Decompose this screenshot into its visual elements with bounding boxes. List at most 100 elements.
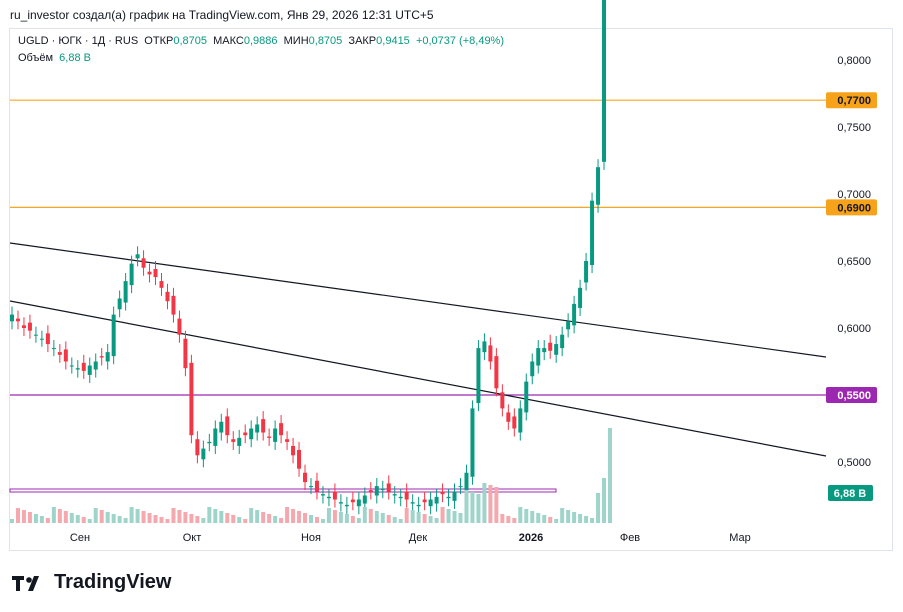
volume-bar xyxy=(297,511,302,523)
y-tick-label: 0,7500 xyxy=(837,122,871,134)
candle-body xyxy=(21,325,26,328)
volume-bar xyxy=(356,518,361,523)
candle-body xyxy=(362,495,367,504)
volume-bar xyxy=(590,518,595,523)
candle-body xyxy=(231,439,236,442)
candle-body xyxy=(249,428,254,440)
candle-body xyxy=(165,291,170,302)
legend-ohlc: UGLD · ЮГК · 1Д · RUS ОТКР0,8705 МАКС0,9… xyxy=(18,35,504,47)
candle-body xyxy=(33,334,38,336)
volume-bar xyxy=(428,516,433,523)
volume-bar xyxy=(446,509,451,523)
volume-bar xyxy=(111,514,116,523)
candle-body xyxy=(572,303,577,326)
volume-bar xyxy=(45,518,50,523)
candle-body xyxy=(338,502,343,504)
candle-body xyxy=(255,424,260,433)
candle-body xyxy=(141,258,146,268)
candle-body xyxy=(87,365,92,375)
volume-bar xyxy=(249,508,254,523)
candle-body xyxy=(153,269,158,278)
volume-bar xyxy=(273,516,278,523)
candle-body xyxy=(476,348,481,404)
volume-bar xyxy=(159,517,164,523)
candle-body xyxy=(374,486,379,496)
volume-bar xyxy=(135,509,140,523)
legend-open: 0,8705 xyxy=(173,35,207,47)
legend-high-label: МАКС xyxy=(213,35,244,47)
candle-body xyxy=(368,490,373,492)
candle-body xyxy=(584,261,589,283)
volume-bar xyxy=(578,514,583,523)
candle-body xyxy=(63,349,68,362)
candle-body xyxy=(105,352,110,362)
price-chart[interactable]: 0,5000 0,5500 0,6000 0,6500 0,7000 0,7500 0,80… xyxy=(0,0,903,560)
candle-body xyxy=(416,504,421,507)
volume-bar xyxy=(129,507,134,523)
volume-bar xyxy=(344,514,349,523)
volume-bar xyxy=(314,517,319,523)
x-tick-label: Сен xyxy=(70,532,90,544)
candle-body xyxy=(45,333,50,345)
candle-body xyxy=(273,428,278,442)
tradingview-logo-icon xyxy=(12,575,39,591)
candle-body xyxy=(602,0,607,162)
candle-body xyxy=(69,365,74,367)
level-tag-label: 0,7700 xyxy=(837,95,871,107)
volume-bar xyxy=(434,518,439,523)
candle-body xyxy=(51,348,56,350)
volume-bar xyxy=(291,509,296,523)
volume-bar xyxy=(416,512,421,523)
candle-body xyxy=(189,362,194,436)
volume-bar xyxy=(231,515,236,523)
x-tick-label: Мар xyxy=(729,532,751,544)
candle-body xyxy=(500,392,505,409)
volume-bar xyxy=(51,507,56,523)
candle-body xyxy=(135,254,140,259)
legend-close: 0,9415 xyxy=(376,35,410,47)
volume-bar xyxy=(320,519,325,523)
candle-body xyxy=(428,499,433,507)
volume-bar xyxy=(10,519,14,523)
support-band xyxy=(9,488,557,493)
y-tick-label: 0,8000 xyxy=(837,55,871,67)
volume-bar xyxy=(518,507,523,523)
candle-body xyxy=(512,416,517,429)
tradingview-logo[interactable]: TradingView xyxy=(12,571,171,594)
candle-body xyxy=(303,472,308,483)
candle-body xyxy=(225,416,230,436)
legend-volume-value: 6,88 B xyxy=(59,52,91,64)
candle-body xyxy=(219,421,224,433)
volume-bar xyxy=(560,508,565,523)
volume-bar xyxy=(243,519,248,523)
volume-bar xyxy=(147,513,152,523)
volume-tag-label: 6,88 B xyxy=(834,488,866,500)
volume-bar xyxy=(117,516,122,523)
volume-bar xyxy=(267,514,272,523)
y-tick-label: 0,6000 xyxy=(837,323,871,335)
candle-body xyxy=(207,441,212,444)
volume-bar xyxy=(75,515,80,523)
volume-bar xyxy=(201,518,206,523)
candle-body xyxy=(422,499,427,503)
candle-body xyxy=(171,295,176,315)
volume-bar xyxy=(608,428,612,523)
volume-bar xyxy=(63,511,68,523)
legend-symbol[interactable]: UGLD · ЮГК · 1Д · RUS xyxy=(18,35,139,47)
header-credit: ru_investor создал(а) график на TradingV… xyxy=(10,8,434,22)
candle-body xyxy=(560,334,565,349)
candle-body xyxy=(309,486,313,488)
candle-body xyxy=(195,439,200,456)
candle-body xyxy=(482,341,487,353)
candle-body xyxy=(548,342,553,351)
volume-bar xyxy=(404,508,409,523)
candle-body xyxy=(554,344,559,355)
candle-body xyxy=(237,437,242,446)
volume-bar xyxy=(440,507,445,523)
candle-body xyxy=(129,263,134,286)
trendline-lower xyxy=(9,300,827,457)
candle-body xyxy=(488,345,493,362)
volume-bar xyxy=(362,507,367,523)
volume-bar xyxy=(326,508,331,523)
legend-close-label: ЗАКР xyxy=(348,35,377,47)
